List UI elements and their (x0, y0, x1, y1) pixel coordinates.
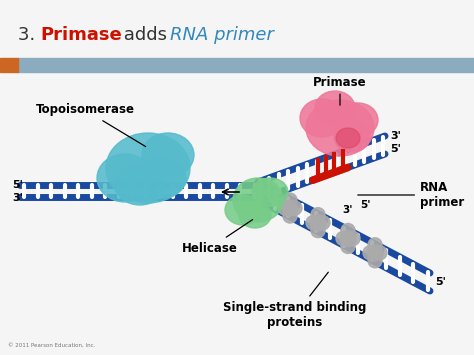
Ellipse shape (138, 158, 186, 198)
Text: Topoisomerase: Topoisomerase (36, 104, 146, 147)
Ellipse shape (336, 128, 360, 148)
Circle shape (282, 200, 298, 216)
Text: 5': 5' (12, 180, 23, 190)
Circle shape (306, 215, 320, 230)
Ellipse shape (315, 91, 355, 125)
Circle shape (283, 193, 297, 207)
Text: 5': 5' (390, 144, 401, 154)
Text: 3': 3' (390, 131, 401, 141)
Ellipse shape (252, 178, 288, 206)
Ellipse shape (225, 195, 261, 225)
Circle shape (363, 246, 377, 260)
Bar (18, 58, 474, 72)
Circle shape (288, 201, 302, 215)
Ellipse shape (239, 202, 271, 228)
Circle shape (368, 254, 382, 268)
Circle shape (341, 224, 355, 237)
Circle shape (373, 246, 387, 260)
Ellipse shape (300, 99, 344, 137)
Circle shape (311, 208, 325, 222)
Ellipse shape (306, 100, 374, 156)
Ellipse shape (338, 103, 378, 137)
Ellipse shape (106, 133, 190, 203)
Circle shape (340, 230, 356, 246)
Circle shape (316, 215, 330, 230)
Circle shape (346, 231, 360, 245)
Bar (0, 58, 18, 72)
Text: adds: adds (118, 26, 173, 44)
Text: © 2011 Pearson Education, Inc.: © 2011 Pearson Education, Inc. (8, 343, 95, 348)
Circle shape (367, 245, 383, 261)
Circle shape (341, 240, 355, 253)
Circle shape (310, 215, 326, 231)
Text: RNA
primer: RNA primer (358, 181, 464, 209)
Ellipse shape (115, 165, 165, 205)
Circle shape (278, 201, 292, 215)
Text: Single-strand binding
proteins: Single-strand binding proteins (223, 272, 367, 329)
Ellipse shape (97, 154, 153, 202)
Circle shape (311, 224, 325, 237)
Text: Primase: Primase (313, 76, 367, 105)
Circle shape (368, 238, 382, 252)
Ellipse shape (233, 178, 283, 222)
Text: 5': 5' (360, 200, 370, 210)
Text: RNA primer: RNA primer (170, 26, 274, 44)
Circle shape (283, 209, 297, 223)
Text: Helicase: Helicase (182, 219, 253, 255)
Text: 3.: 3. (18, 26, 41, 44)
Text: 3': 3' (12, 193, 23, 203)
Text: 3': 3' (343, 205, 353, 215)
Ellipse shape (142, 133, 194, 177)
Text: 5': 5' (435, 277, 446, 287)
Ellipse shape (334, 122, 370, 152)
Text: Primase: Primase (40, 26, 122, 44)
Circle shape (336, 231, 350, 245)
